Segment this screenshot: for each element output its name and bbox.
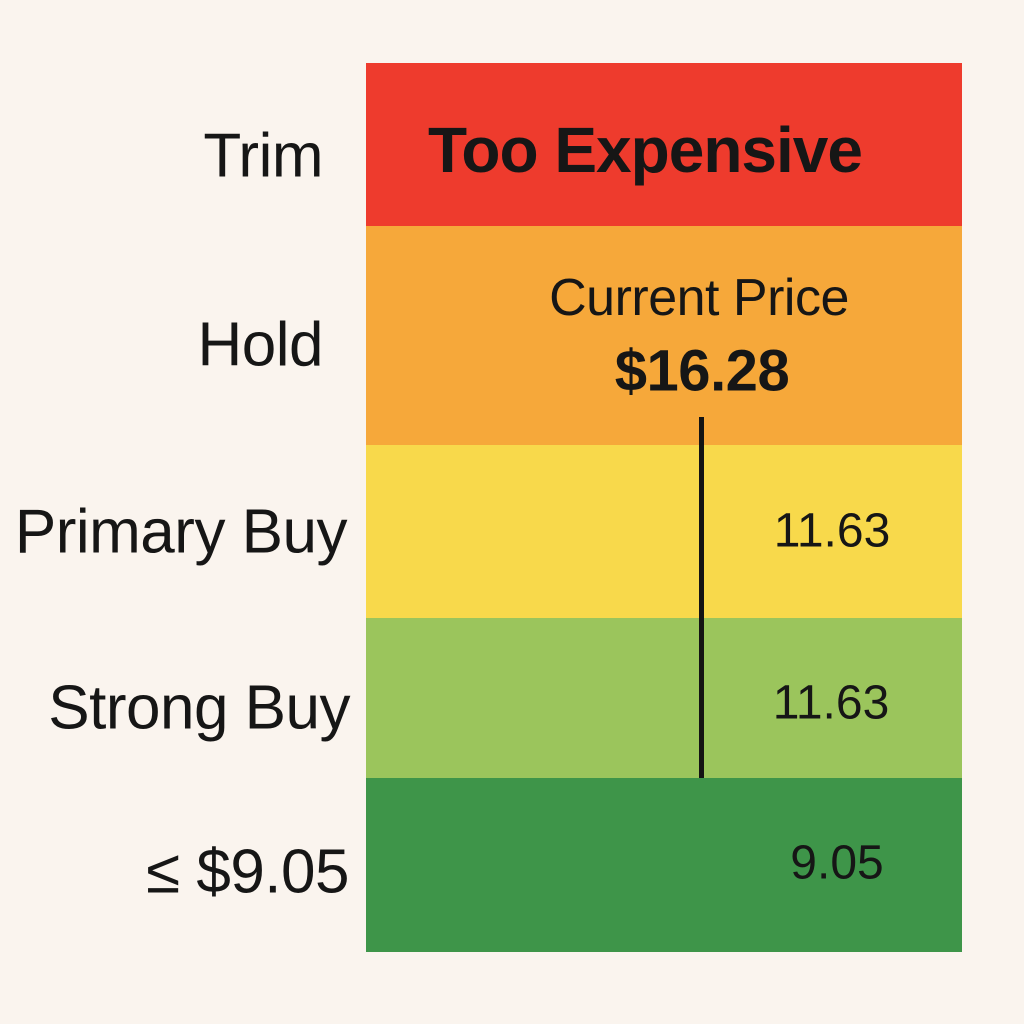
row-label-hold: Hold: [197, 310, 323, 380]
price-band-stack: [366, 63, 962, 952]
floor-value: 9.05: [790, 836, 884, 890]
current-price-marker-line: [699, 417, 704, 778]
row-label-strong-buy: Strong Buy: [48, 673, 350, 743]
band-floor: [366, 778, 962, 952]
current-price-label: Current Price: [549, 269, 849, 327]
primary-buy-value: 11.63: [773, 504, 891, 558]
row-label-trim: Trim: [203, 121, 323, 191]
strong-buy-value: 11.63: [772, 676, 890, 730]
band-strong-buy: [366, 618, 962, 778]
zone-title-too-expensive: Too Expensive: [428, 114, 863, 186]
band-primary-buy: [366, 445, 962, 618]
band-trim-too-expensive: [366, 63, 962, 226]
current-price-value: $16.28: [614, 338, 790, 404]
row-label-price-floor: ≤ $9.05: [146, 837, 349, 907]
band-hold-current-price: [366, 226, 962, 445]
row-label-primary-buy: Primary Buy: [14, 497, 348, 567]
